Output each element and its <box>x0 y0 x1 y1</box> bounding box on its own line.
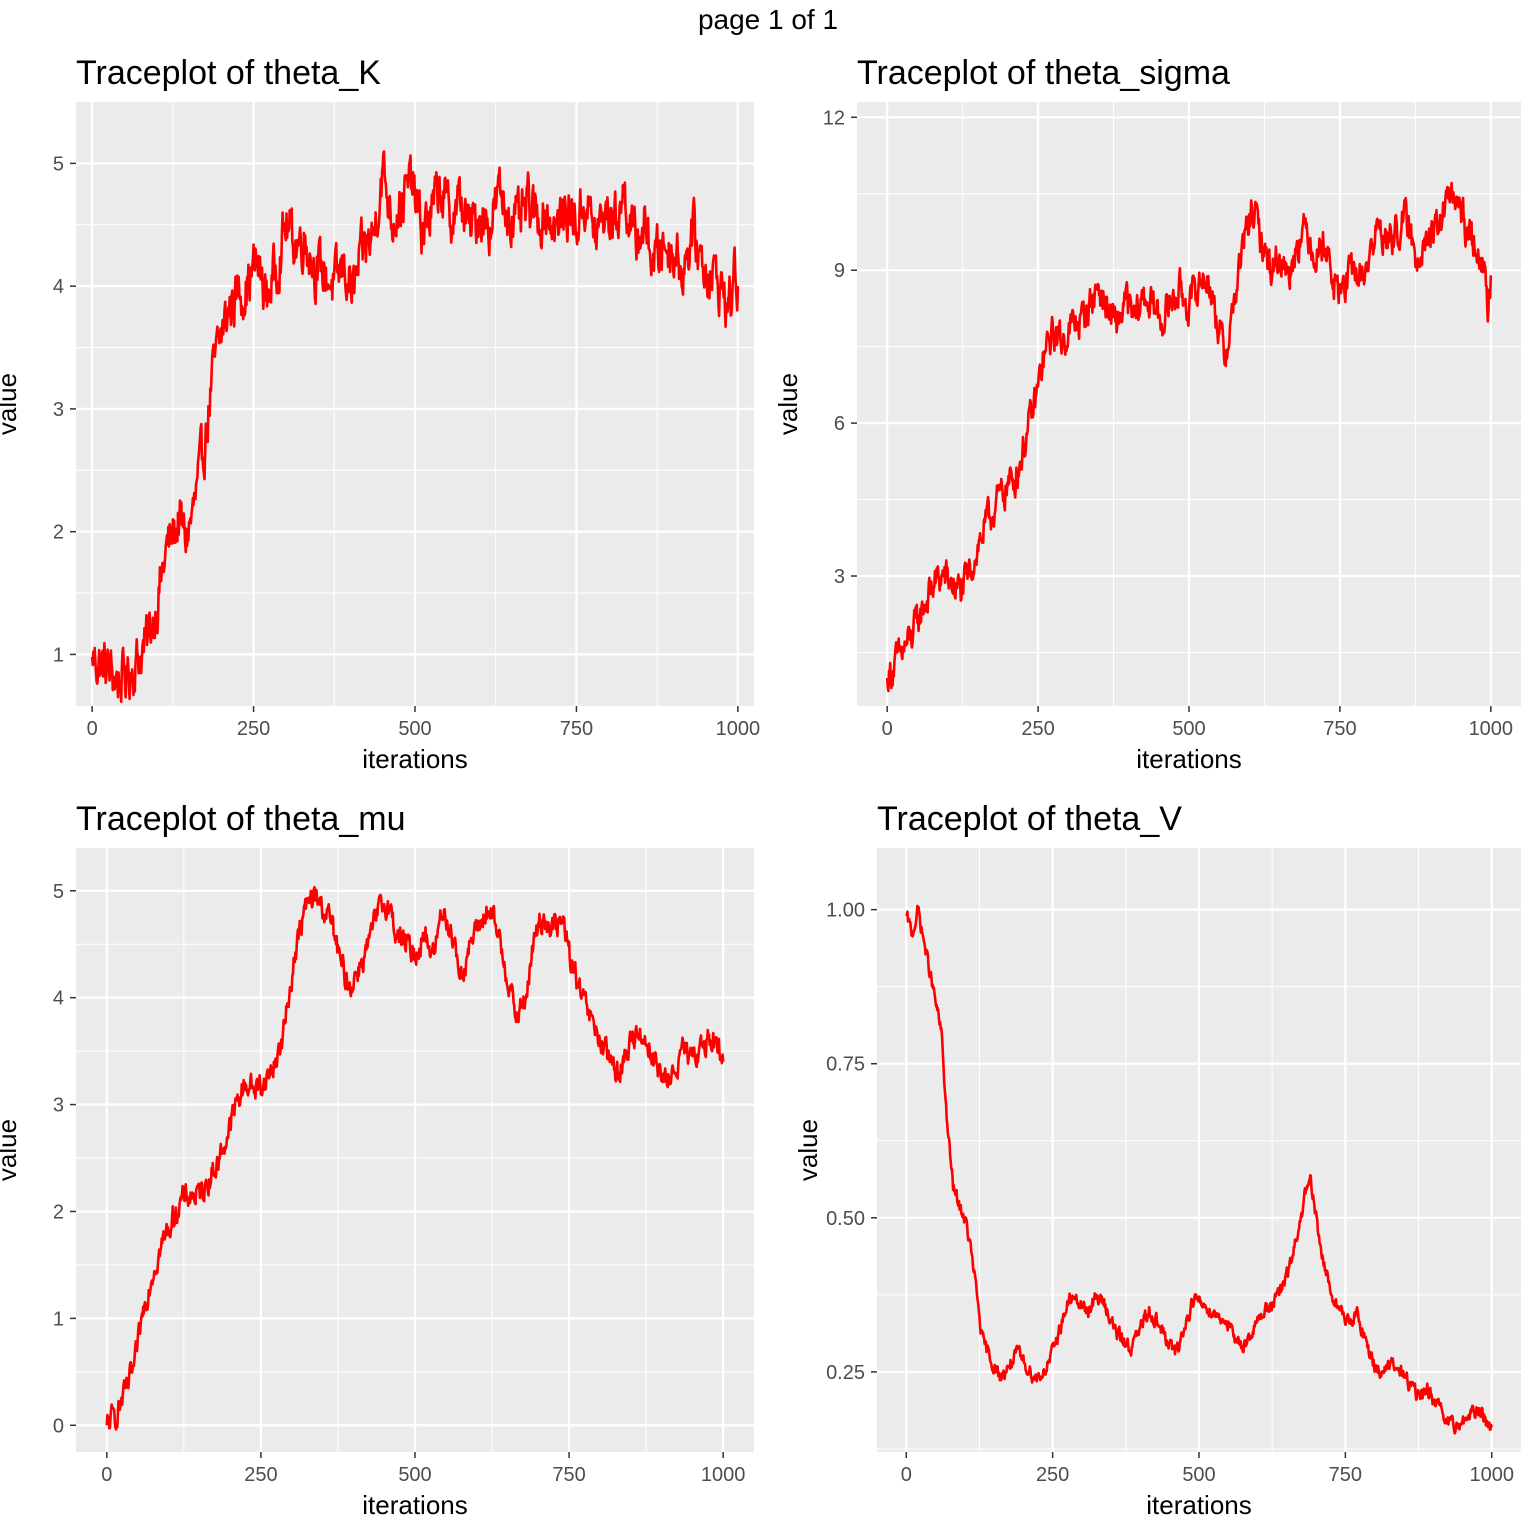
y-axis-label: value <box>0 1119 22 1181</box>
panel-title: Traceplot of theta_mu <box>76 800 405 838</box>
x-tick-label: 250 <box>1021 718 1054 740</box>
x-tick-label: 500 <box>1172 718 1205 740</box>
x-axis-label: iterations <box>1136 744 1242 774</box>
x-tick-label: 0 <box>101 1464 112 1486</box>
y-tick-label: 6 <box>834 413 845 435</box>
traceplot-panel-3: 0 250 500 750 1000 0 1 2 3 4 5 Traceplot of theta_m… <box>0 800 754 1520</box>
panel-title: Traceplot of theta_sigma <box>857 54 1230 92</box>
x-tick-label: 750 <box>1329 1464 1362 1486</box>
trace-line <box>105 885 725 1431</box>
panel-title: Traceplot of theta_V <box>877 800 1182 838</box>
y-tick-label: 0.50 <box>826 1208 865 1230</box>
x-tick-label: 250 <box>244 1464 277 1486</box>
trace-line <box>90 150 740 704</box>
trace-line <box>905 904 1493 1435</box>
x-tick-label: 250 <box>1036 1464 1069 1486</box>
y-tick-label: 4 <box>53 276 64 298</box>
x-tick-label: 500 <box>1182 1464 1215 1486</box>
traceplot-panel-4: 0 250 500 750 1000 0.25 0.50 0.75 1.00 Traceplot … <box>793 800 1521 1520</box>
y-axis-label: value <box>0 373 22 435</box>
y-tick-label: 0.75 <box>826 1054 865 1076</box>
y-tick-label: 3 <box>834 566 845 588</box>
y-tick-label: 5 <box>53 881 64 903</box>
x-tick-label: 1000 <box>1469 718 1514 740</box>
x-tick-label: 0 <box>901 1464 912 1486</box>
y-tick-label: 1 <box>53 644 64 666</box>
x-tick-label: 750 <box>560 718 593 740</box>
x-tick-label: 250 <box>237 718 270 740</box>
x-tick-label: 1000 <box>701 1464 746 1486</box>
y-tick-label: 9 <box>834 260 845 282</box>
y-tick-label: 3 <box>53 399 64 421</box>
y-axis-label: value <box>773 373 803 435</box>
x-tick-label: 0 <box>882 718 893 740</box>
x-tick-label: 1000 <box>1469 1464 1514 1486</box>
y-tick-label: 1.00 <box>826 900 865 922</box>
y-axis-label: value <box>793 1119 823 1181</box>
x-tick-label: 500 <box>398 1464 431 1486</box>
traceplot-panel-1: 0 250 500 750 1000 1 2 3 4 5 Traceplot of theta_Ki… <box>0 54 760 774</box>
x-tick-label: 500 <box>398 718 431 740</box>
y-tick-label: 2 <box>53 522 64 544</box>
y-tick-label: 3 <box>53 1095 64 1117</box>
x-axis-label: iterations <box>362 1490 468 1520</box>
y-tick-label: 5 <box>53 153 64 175</box>
traceplot-panel-2: 0 250 500 750 1000 3 6 9 12 Traceplot of theta_si… <box>773 54 1521 774</box>
x-tick-label: 0 <box>87 718 98 740</box>
x-axis-label: iterations <box>362 744 468 774</box>
y-tick-label: 2 <box>53 1201 64 1223</box>
x-tick-label: 750 <box>552 1464 585 1486</box>
trace-line <box>885 181 1493 693</box>
y-tick-label: 1 <box>53 1308 64 1330</box>
y-tick-label: 12 <box>823 107 845 129</box>
y-tick-label: 4 <box>53 988 64 1010</box>
page-label: page 1 of 1 <box>697 4 839 35</box>
x-tick-label: 1000 <box>716 718 761 740</box>
x-tick-label: 750 <box>1323 718 1356 740</box>
y-tick-label: 0.25 <box>826 1362 865 1384</box>
x-axis-label: iterations <box>1146 1490 1252 1520</box>
panel-title: Traceplot of theta_K <box>76 54 381 92</box>
y-tick-label: 0 <box>53 1415 64 1437</box>
